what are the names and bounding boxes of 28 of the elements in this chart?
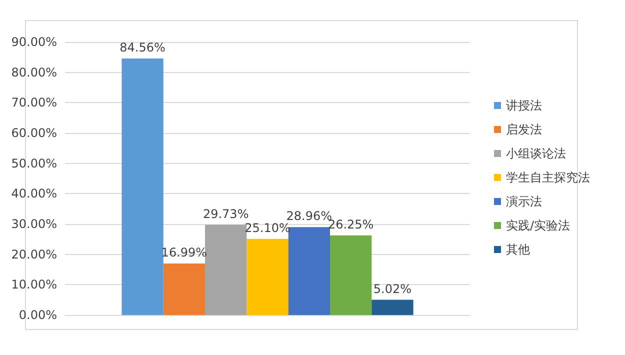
y-tick-label: 20.00% [11, 247, 57, 262]
data-label: 29.73% [202, 206, 249, 221]
legend-label: 实践/实验法 [506, 218, 570, 232]
legend-label: 其他 [506, 242, 530, 256]
data-label: 84.56% [120, 40, 166, 54]
y-tick-label: 70.00% [11, 96, 57, 110]
bar [246, 238, 288, 315]
y-tick-label: 30.00% [11, 217, 57, 231]
data-label: 25.10% [244, 220, 290, 235]
y-tick-label: 50.00% [11, 156, 57, 170]
legend-label: 小组谈论法 [506, 146, 566, 160]
y-tick-label: 40.00% [11, 186, 57, 201]
bar [330, 235, 372, 315]
bar [288, 227, 330, 315]
legend-label: 学生自主探究法 [506, 170, 590, 184]
bar [372, 300, 414, 315]
bar [205, 224, 247, 315]
y-tick-label: 90.00% [11, 35, 57, 49]
bar [163, 263, 206, 315]
legend-label: 讲授法 [506, 98, 542, 112]
legend-label: 启发法 [506, 122, 542, 136]
y-tick-label: 10.00% [11, 278, 57, 292]
y-tick-label: 80.00% [11, 65, 57, 80]
bar [122, 58, 164, 315]
legend-label: 演示法 [506, 194, 542, 208]
y-tick-label: 60.00% [11, 126, 57, 140]
y-tick-label: 0.00% [18, 308, 57, 322]
data-label: 5.02% [373, 282, 412, 296]
